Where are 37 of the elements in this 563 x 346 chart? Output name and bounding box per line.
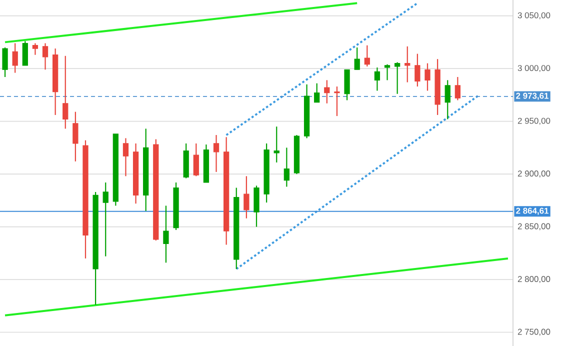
y-tick-label: 2 800,00 (518, 276, 550, 284)
candlestick (394, 62, 400, 94)
y-tick-label: 2 900,00 (518, 170, 550, 178)
candlestick (72, 111, 78, 162)
candlestick (102, 182, 108, 257)
candlestick (122, 138, 129, 177)
candlestick (22, 40, 28, 66)
candlestick (324, 80, 330, 104)
candlestick (2, 46, 8, 78)
candlestick (414, 53, 420, 88)
candlestick (364, 44, 370, 68)
candlestick (12, 42, 18, 74)
candlestick (314, 82, 320, 103)
ref-line-label: 2 973,61 (516, 92, 549, 100)
candlestick (213, 134, 220, 172)
candlestick (354, 46, 360, 70)
y-tick-label: 3 000,00 (518, 65, 550, 72)
candlestick (42, 42, 48, 70)
candlestick (193, 142, 199, 177)
y-tick-label: 3 050,00 (518, 12, 550, 20)
candlestick (404, 46, 410, 83)
candlestick (274, 126, 280, 163)
candlestick (374, 66, 380, 92)
candlestick (163, 205, 169, 264)
candlestick (32, 42, 38, 56)
ref-line-label: 2 864,61 (516, 208, 549, 215)
candlestick (244, 176, 250, 219)
candlestick (444, 80, 450, 120)
candlestick (454, 76, 460, 101)
candlestick (424, 62, 430, 92)
candlestick (384, 64, 390, 81)
y-tick-label: 2 850,00 (518, 223, 550, 230)
y-tick-label: 2 750,00 (518, 328, 550, 336)
candlestick (62, 55, 68, 130)
candlestick (334, 86, 340, 117)
candlestick (284, 147, 290, 188)
y-tick-label: 2 950,00 (518, 118, 550, 125)
